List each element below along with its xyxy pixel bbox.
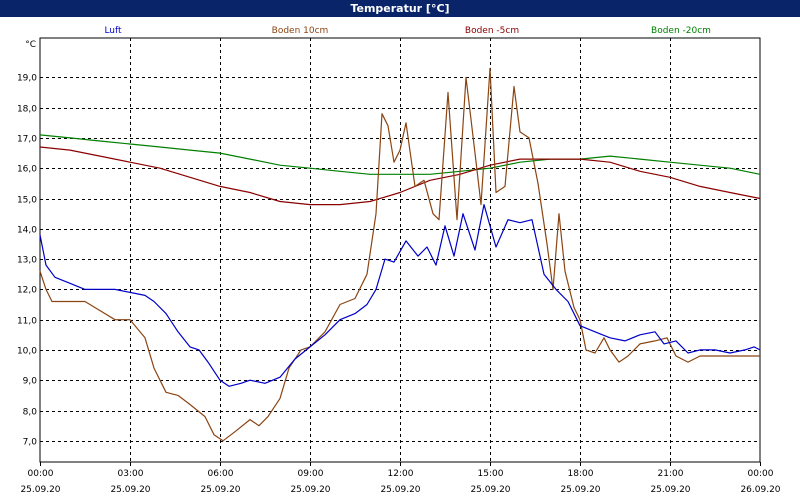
legend-boden-5cm: Boden -5cm xyxy=(465,26,519,36)
y-tick-label: 11,0 xyxy=(17,317,37,327)
x-tick-time: 00:00 xyxy=(748,469,774,479)
x-tick-time: 18:00 xyxy=(568,469,594,479)
x-tick-date: 25.09.20 xyxy=(200,485,240,495)
x-tick-time: 06:00 xyxy=(208,469,234,479)
y-tick-label: 16,0 xyxy=(17,165,37,175)
y-tick-label: 13,0 xyxy=(17,256,37,266)
x-tick-time: 12:00 xyxy=(388,469,414,479)
legend-boden-10cm: Boden 10cm xyxy=(272,26,329,36)
x-tick-date: 25.09.20 xyxy=(650,485,690,495)
y-tick-label: 8,0 xyxy=(23,408,38,418)
y-tick-label: 15,0 xyxy=(17,196,37,206)
x-tick-date: 25.09.20 xyxy=(380,485,420,495)
y-tick-label: 12,0 xyxy=(17,286,37,296)
series-line-boden-20cm xyxy=(39,134,761,175)
x-tick-date: 25.09.20 xyxy=(20,485,60,495)
x-tick-date: 26.09.20 xyxy=(740,485,780,495)
legend-luft: Luft xyxy=(104,26,122,36)
x-tick-date: 25.09.20 xyxy=(290,485,330,495)
y-tick-label: 17,0 xyxy=(17,135,37,145)
legend-boden-20cm: Boden -20cm xyxy=(651,26,711,36)
x-tick-date: 25.09.20 xyxy=(560,485,600,495)
x-tick-date: 25.09.20 xyxy=(470,485,510,495)
y-tick-label: 19,0 xyxy=(17,74,37,84)
x-tick-time: 00:00 xyxy=(28,469,54,479)
x-tick-time: 15:00 xyxy=(478,469,504,479)
x-tick-date: 25.09.20 xyxy=(110,485,150,495)
y-tick-label: 10,0 xyxy=(17,347,37,357)
window-title: Temperatur [°C] xyxy=(0,0,800,17)
y-axis-unit: °C xyxy=(25,40,36,50)
x-tick-time: 03:00 xyxy=(118,469,144,479)
series-line-boden-10cm xyxy=(39,67,760,442)
series-line-boden-5cm xyxy=(39,146,761,206)
x-tick-time: 09:00 xyxy=(298,469,324,479)
y-tick-label: 18,0 xyxy=(17,105,37,115)
y-tick-label: 9,0 xyxy=(23,377,38,387)
x-tick-time: 21:00 xyxy=(658,469,684,479)
y-tick-label: 7,0 xyxy=(23,438,38,448)
y-tick-label: 14,0 xyxy=(17,226,37,236)
series-line-luft xyxy=(39,204,761,387)
